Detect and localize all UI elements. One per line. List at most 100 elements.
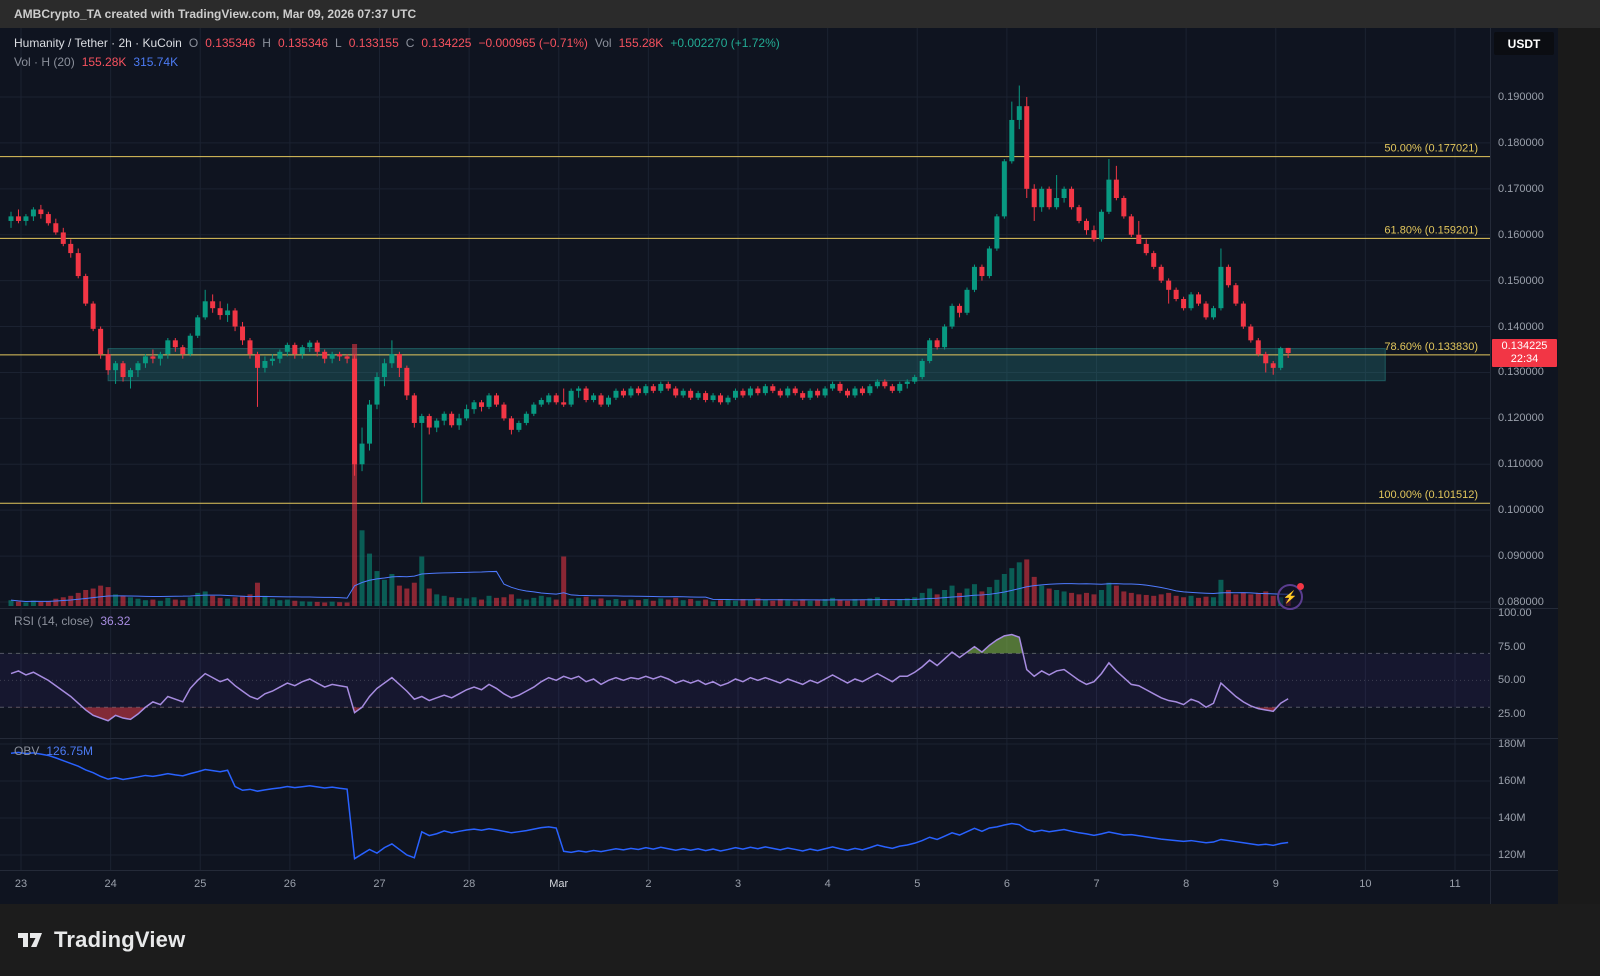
candle-body [262,360,268,368]
candle-body [964,289,970,313]
volume-bar [142,600,148,606]
volume-bar [546,597,552,606]
pane-separator[interactable] [0,608,1558,609]
candle-body [344,356,350,359]
fib-label: 61.80% (0.159201) [1384,224,1478,236]
volume-label[interactable]: Vol [594,36,612,50]
candle-body [157,354,163,359]
volume-bar [299,601,305,606]
candle-body [419,416,425,423]
candle-body [337,354,343,357]
volume-bar [337,602,343,606]
tradingview-logo-icon[interactable] [16,926,44,954]
volume-bar [471,597,477,606]
low-label: L [335,36,342,50]
candle-body [867,386,873,394]
volume-bar [165,597,171,606]
currency-badge[interactable]: USDT [1494,32,1554,55]
volume-bar [329,601,335,606]
volume-bar [516,598,522,606]
price-pane-chart[interactable]: 50.00% (0.177021) 61.80% (0.159201) 78.60%… [0,28,1490,608]
volume-bar [1263,591,1269,606]
rsi-value: 36.32 [100,614,131,628]
candle-body [128,370,133,378]
time-axis[interactable]: 23 24 25 26 27 28 Mar 2 3 4 5 6 7 8 9 10 11 [0,870,1558,904]
candle-body [927,340,933,361]
rsi-title[interactable]: RSI (14, close) [14,614,94,628]
candle-body [852,388,858,396]
volume-bar [508,594,514,606]
close-label: C [405,36,415,50]
candle-body [381,363,387,378]
candle-body [1210,308,1216,318]
volume-bar [1158,594,1164,606]
candle-body [762,386,768,394]
volume-bar [284,599,290,606]
tradingview-brand-text[interactable]: TradingView [54,927,186,952]
symbol-title[interactable]: Humanity / Tether · 2h · KuCoin [14,36,182,50]
axis-tick-label: 0.120000 [1498,412,1544,425]
volume-bar [859,600,865,606]
candle-body [254,354,260,368]
open-value: 0.135346 [205,36,256,50]
candle-body [553,395,559,403]
obv-title[interactable]: OBV [14,744,40,758]
low-value: 0.133155 [348,36,399,50]
volume-bar [449,597,455,606]
volume-bar [620,600,626,606]
volume-bar [964,588,970,606]
candle-body [217,308,223,316]
candle-body [38,209,44,215]
candle-body [1039,188,1045,208]
volume-bar [1069,592,1075,606]
volume-bar [643,599,649,606]
volume-ma-value: 315.74K [133,55,179,69]
candle-body [1240,303,1246,327]
axis-tick-label: 160M [1498,775,1526,787]
obv-pane-chart[interactable] [0,738,1490,870]
pane-separator[interactable] [0,738,1558,739]
volume-bar [1166,592,1172,606]
price-axis[interactable]: USDT 0.190000 0.180000 0.170000 0.160000 0.1… [1490,28,1558,904]
time-axis-label: 11 [1449,878,1461,890]
volume-bar [695,600,701,606]
candle-body [1128,216,1134,235]
header-title: AMBCrypto_TA created with TradingView.co… [14,7,417,21]
symbol-legend: Humanity / Tether · 2h · KuCoin O 0.13534… [14,36,780,50]
axis-tick-label: 75.00 [1498,640,1526,653]
volume-bar [307,601,313,606]
candle-body [1031,188,1037,208]
volume-ma-label[interactable]: Vol · H (20) [14,55,75,69]
volume-bar [456,597,462,606]
candle-body [135,363,141,371]
quick-trade-icon[interactable]: ⚡ [1277,583,1304,610]
candle-body [501,404,507,419]
volume-bar [1016,562,1022,606]
volume-bar [912,597,918,606]
volume-bar [113,594,119,606]
pane-separator [0,870,1558,871]
candle-body [113,363,119,371]
candle-body [815,390,821,396]
volume-bar [598,598,604,606]
rsi-pane-chart[interactable] [0,608,1490,738]
candle-body [240,326,246,341]
candle-body [807,390,813,398]
volume-bar [1113,585,1119,606]
candle-body [165,340,171,355]
candle-body [1166,280,1172,290]
volume-bar [904,598,910,606]
candle-body [53,223,59,233]
candle-body [912,377,918,382]
axis-tick-label: 180M [1498,738,1526,750]
volume-bar [30,600,36,606]
volume-bar [1024,559,1030,606]
candle-body [195,317,201,336]
candle-body [1188,294,1194,309]
volume-bar [120,595,126,606]
candle-body [740,390,746,396]
candle-body [68,243,74,254]
fib-label: 78.60% (0.133830) [1384,341,1478,353]
volume-bar [68,595,74,606]
candle-body [98,328,104,355]
